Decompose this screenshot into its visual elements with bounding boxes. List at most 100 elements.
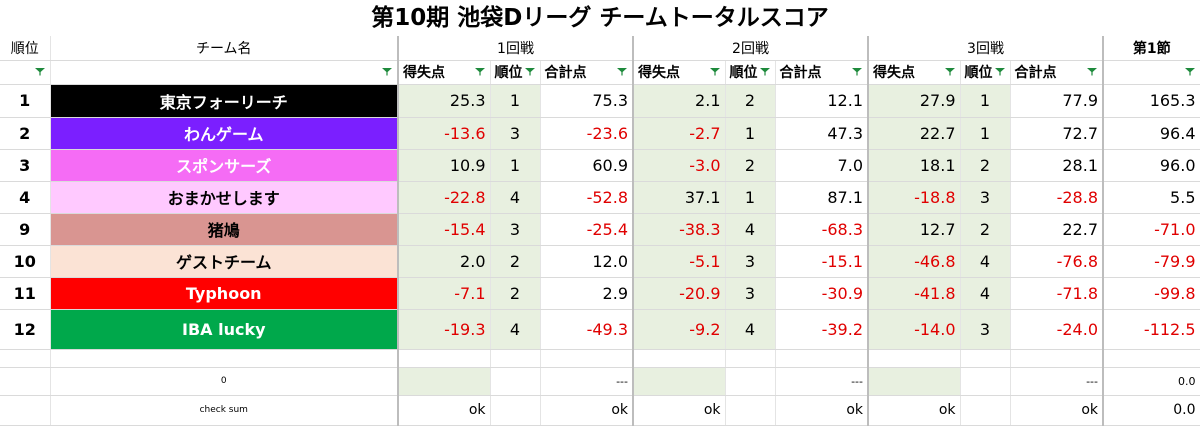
empty-cell[interactable]	[50, 349, 399, 368]
section1-total-cell[interactable]: 5.5	[1102, 181, 1200, 214]
r1-points-cell[interactable]: -19.3	[397, 309, 491, 350]
team-name-cell[interactable]: 東京フォーリーチ	[50, 84, 399, 118]
section1-total-cell[interactable]: -71.0	[1102, 213, 1200, 246]
r2-total-cell[interactable]: -68.3	[775, 213, 869, 246]
r2-points-cell[interactable]: -3.0	[632, 149, 726, 182]
r3-rank-cell[interactable]: 1	[960, 117, 1011, 150]
r3-rank-cell[interactable]: 2	[960, 149, 1011, 182]
r3-total-cell[interactable]: -71.8	[1010, 277, 1104, 310]
summary-zero-label[interactable]: 0	[50, 367, 399, 396]
r2-total-cell[interactable]: 12.1	[775, 84, 869, 118]
r3-points-cell[interactable]: -46.8	[867, 245, 961, 278]
r3-rank-cell[interactable]: 3	[960, 181, 1011, 214]
filter-icon[interactable]	[381, 67, 393, 77]
header-team-name[interactable]: チーム名	[50, 36, 399, 61]
header-round3[interactable]: 3回戦	[867, 36, 1104, 61]
rank-cell[interactable]: 2	[0, 117, 51, 150]
empty-cell[interactable]	[632, 349, 726, 368]
r2-rank-cell[interactable]: 1	[725, 181, 776, 214]
r1-points-cell[interactable]: 2.0	[397, 245, 491, 278]
checksum-empty[interactable]	[0, 395, 51, 426]
team-name-cell[interactable]: IBA lucky	[50, 309, 399, 350]
summary-empty[interactable]	[0, 367, 51, 396]
r3-points-cell[interactable]: 27.9	[867, 84, 961, 118]
r3-checksum-empty-rank[interactable]	[960, 395, 1011, 426]
r2-summary-dash[interactable]: ---	[775, 367, 869, 396]
r1-summary-dash[interactable]: ---	[540, 367, 634, 396]
r3-rank-cell[interactable]: 3	[960, 309, 1011, 350]
filter-icon[interactable]	[616, 67, 628, 77]
r1-summary-empty-rank[interactable]	[490, 367, 541, 396]
r3-summary-dash[interactable]: ---	[1010, 367, 1104, 396]
r3-total-cell[interactable]: -76.8	[1010, 245, 1104, 278]
filter-icon[interactable]	[944, 67, 956, 77]
r1-total-cell[interactable]: 60.9	[540, 149, 634, 182]
r1-checksum-ok-total[interactable]: ok	[540, 395, 634, 426]
r1-points-cell[interactable]: -15.4	[397, 213, 491, 246]
r2-summary-empty[interactable]	[632, 367, 726, 396]
section1-total-cell[interactable]: -79.9	[1102, 245, 1200, 278]
r2-points-cell[interactable]: -2.7	[632, 117, 726, 150]
summary-zero-value[interactable]: 0.0	[1102, 367, 1200, 396]
empty-cell[interactable]	[1102, 349, 1200, 368]
r1-rank-cell[interactable]: 2	[490, 277, 541, 310]
checksum-value[interactable]: 0.0	[1102, 395, 1200, 426]
team-name-cell[interactable]: ゲストチーム	[50, 245, 399, 278]
r3-rank-cell[interactable]: 4	[960, 277, 1011, 310]
r3-points-cell[interactable]: -41.8	[867, 277, 961, 310]
r3-total-cell[interactable]: -28.8	[1010, 181, 1104, 214]
rank-cell[interactable]: 1	[0, 84, 51, 118]
r2-rank-cell[interactable]: 1	[725, 117, 776, 150]
r2-points-cell[interactable]: -5.1	[632, 245, 726, 278]
r3-summary-empty-rank[interactable]	[960, 367, 1011, 396]
r2-checksum-empty-rank[interactable]	[725, 395, 776, 426]
r1-rank-cell[interactable]: 4	[490, 181, 541, 214]
empty-cell[interactable]	[1010, 349, 1104, 368]
r1-total-cell[interactable]: -49.3	[540, 309, 634, 350]
r2-checksum-ok[interactable]: ok	[632, 395, 726, 426]
r3-total-cell[interactable]: 28.1	[1010, 149, 1104, 182]
r1-checksum-empty-rank[interactable]	[490, 395, 541, 426]
r1-rank-cell[interactable]: 3	[490, 117, 541, 150]
rank-cell[interactable]: 4	[0, 181, 51, 214]
r1-total-cell[interactable]: 12.0	[540, 245, 634, 278]
r3-points-cell[interactable]: 22.7	[867, 117, 961, 150]
r3-points-cell[interactable]: -14.0	[867, 309, 961, 350]
checksum-label[interactable]: check sum	[50, 395, 399, 426]
filter-icon[interactable]	[34, 67, 46, 77]
r3-points-cell[interactable]: 18.1	[867, 149, 961, 182]
r1-rank-cell[interactable]: 4	[490, 309, 541, 350]
filter-icon[interactable]	[759, 67, 771, 77]
rank-cell[interactable]: 9	[0, 213, 51, 246]
r1-rank-cell[interactable]: 1	[490, 149, 541, 182]
r1-points-cell[interactable]: 10.9	[397, 149, 491, 182]
header-section1[interactable]: 第1節	[1102, 36, 1200, 61]
r3-total-cell[interactable]: 72.7	[1010, 117, 1104, 150]
r2-points-cell[interactable]: -38.3	[632, 213, 726, 246]
filter-icon[interactable]	[474, 67, 486, 77]
r2-total-cell[interactable]: 47.3	[775, 117, 869, 150]
r2-total-cell[interactable]: 87.1	[775, 181, 869, 214]
section1-total-cell[interactable]: 96.0	[1102, 149, 1200, 182]
r2-rank-cell[interactable]: 3	[725, 277, 776, 310]
team-name-cell[interactable]: スポンサーズ	[50, 149, 399, 182]
r2-checksum-ok-total[interactable]: ok	[775, 395, 869, 426]
section1-total-cell[interactable]: 165.3	[1102, 84, 1200, 118]
r1-points-cell[interactable]: -22.8	[397, 181, 491, 214]
r3-total-cell[interactable]: 22.7	[1010, 213, 1104, 246]
section1-total-cell[interactable]: -112.5	[1102, 309, 1200, 350]
r2-total-cell[interactable]: 7.0	[775, 149, 869, 182]
header-round2[interactable]: 2回戦	[632, 36, 869, 61]
r1-total-cell[interactable]: 75.3	[540, 84, 634, 118]
empty-cell[interactable]	[0, 349, 51, 368]
r2-rank-cell[interactable]: 2	[725, 149, 776, 182]
rank-cell[interactable]: 12	[0, 309, 51, 350]
filter-icon[interactable]	[1184, 67, 1196, 77]
r1-total-cell[interactable]: -52.8	[540, 181, 634, 214]
r3-checksum-ok-total[interactable]: ok	[1010, 395, 1104, 426]
r1-points-cell[interactable]: -13.6	[397, 117, 491, 150]
filter-icon[interactable]	[709, 67, 721, 77]
team-name-cell[interactable]: 猪鳩	[50, 213, 399, 246]
r2-total-cell[interactable]: -30.9	[775, 277, 869, 310]
empty-cell[interactable]	[397, 349, 491, 368]
